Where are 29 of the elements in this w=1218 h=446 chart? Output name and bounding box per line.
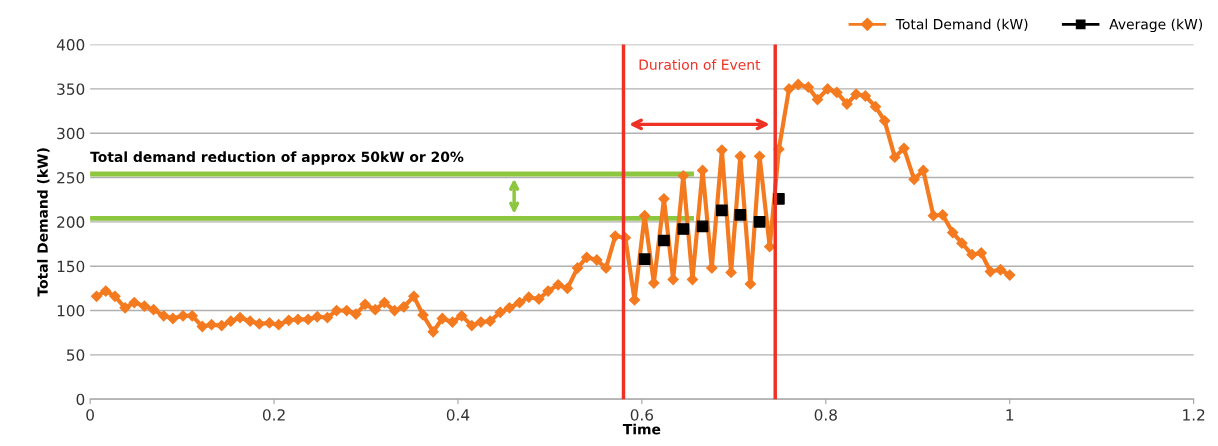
point — [677, 223, 690, 235]
x-tick-label: 0.8 — [814, 409, 837, 421]
annotation: Total demand reduction of approx 50kW or 20% — [90, 151, 464, 165]
x-tick-label: 1 — [1006, 409, 1014, 421]
x-axis-title: Time — [622, 423, 661, 435]
x-tick-label: 0.2 — [262, 409, 285, 421]
y-tick-label: 50 — [67, 349, 85, 361]
y-tick-label: 400 — [56, 39, 85, 51]
point — [753, 216, 766, 228]
x-tick-label: 0.6 — [630, 409, 654, 421]
legend-label: Total Demand (kW) — [895, 18, 1028, 32]
x-tick-label: 0.4 — [446, 409, 470, 421]
y-tick-label: 350 — [57, 83, 85, 95]
y-axis-title: Total Demand (kW) — [37, 148, 50, 297]
point — [638, 253, 651, 265]
point — [734, 208, 747, 221]
legend-label: Average (kW) — [1109, 18, 1203, 33]
y-tick-label: 0 — [76, 393, 85, 406]
point — [658, 234, 670, 247]
x-tick-label: 1.2 — [1183, 409, 1205, 421]
annotation: Duration of Event — [639, 59, 761, 70]
y-tick-label: 150 — [57, 260, 85, 273]
y-tick-label: 200 — [57, 216, 85, 228]
y-tick-label: 250 — [57, 172, 85, 184]
y-tick-label: 300 — [57, 127, 85, 140]
y-tick-label: 100 — [57, 304, 85, 317]
point — [716, 204, 728, 217]
x-tick-label: 0 — [86, 409, 94, 421]
point — [696, 220, 709, 233]
